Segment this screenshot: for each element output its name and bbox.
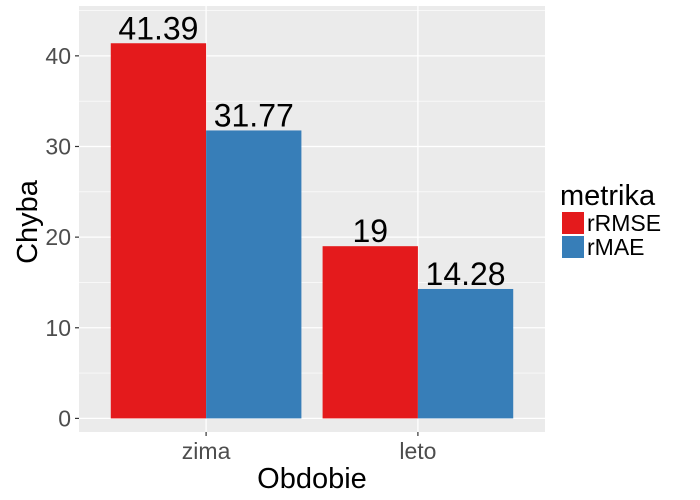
data-label: 31.77	[214, 97, 294, 133]
x-axis-title: Obdobie	[257, 463, 367, 495]
y-tick-label: 20	[45, 224, 71, 250]
x-tick-label: leto	[399, 438, 436, 464]
y-axis-title: Chyba	[12, 179, 44, 264]
y-axis: 0 10 20 30 40	[45, 43, 79, 431]
bar-rMAE-leto	[417, 288, 514, 419]
bar-rRMSE-leto	[322, 246, 418, 419]
legend-swatch-rMAE	[562, 236, 584, 258]
y-tick-label: 40	[45, 43, 71, 69]
data-label: 19	[352, 213, 388, 249]
x-tick-label: zima	[182, 438, 231, 464]
y-tick-label: 10	[45, 315, 71, 341]
y-tick-label: 30	[45, 133, 71, 159]
data-label: 41.39	[118, 10, 198, 46]
data-label: 14.28	[426, 256, 506, 292]
legend-title: metrika	[560, 180, 656, 212]
y-tick-label: 0	[58, 405, 71, 431]
legend-swatch-rRMSE	[562, 212, 584, 234]
bars	[110, 43, 514, 419]
legend-label-rMAE: rMAE	[587, 234, 645, 260]
data-labels: 41.39 31.77 19 14.28	[118, 10, 505, 292]
x-axis: zima leto	[182, 432, 436, 464]
bar-rRMSE-zima	[110, 43, 207, 419]
legend-label-rRMSE: rRMSE	[587, 210, 661, 236]
bar-rMAE-zima	[206, 130, 302, 419]
